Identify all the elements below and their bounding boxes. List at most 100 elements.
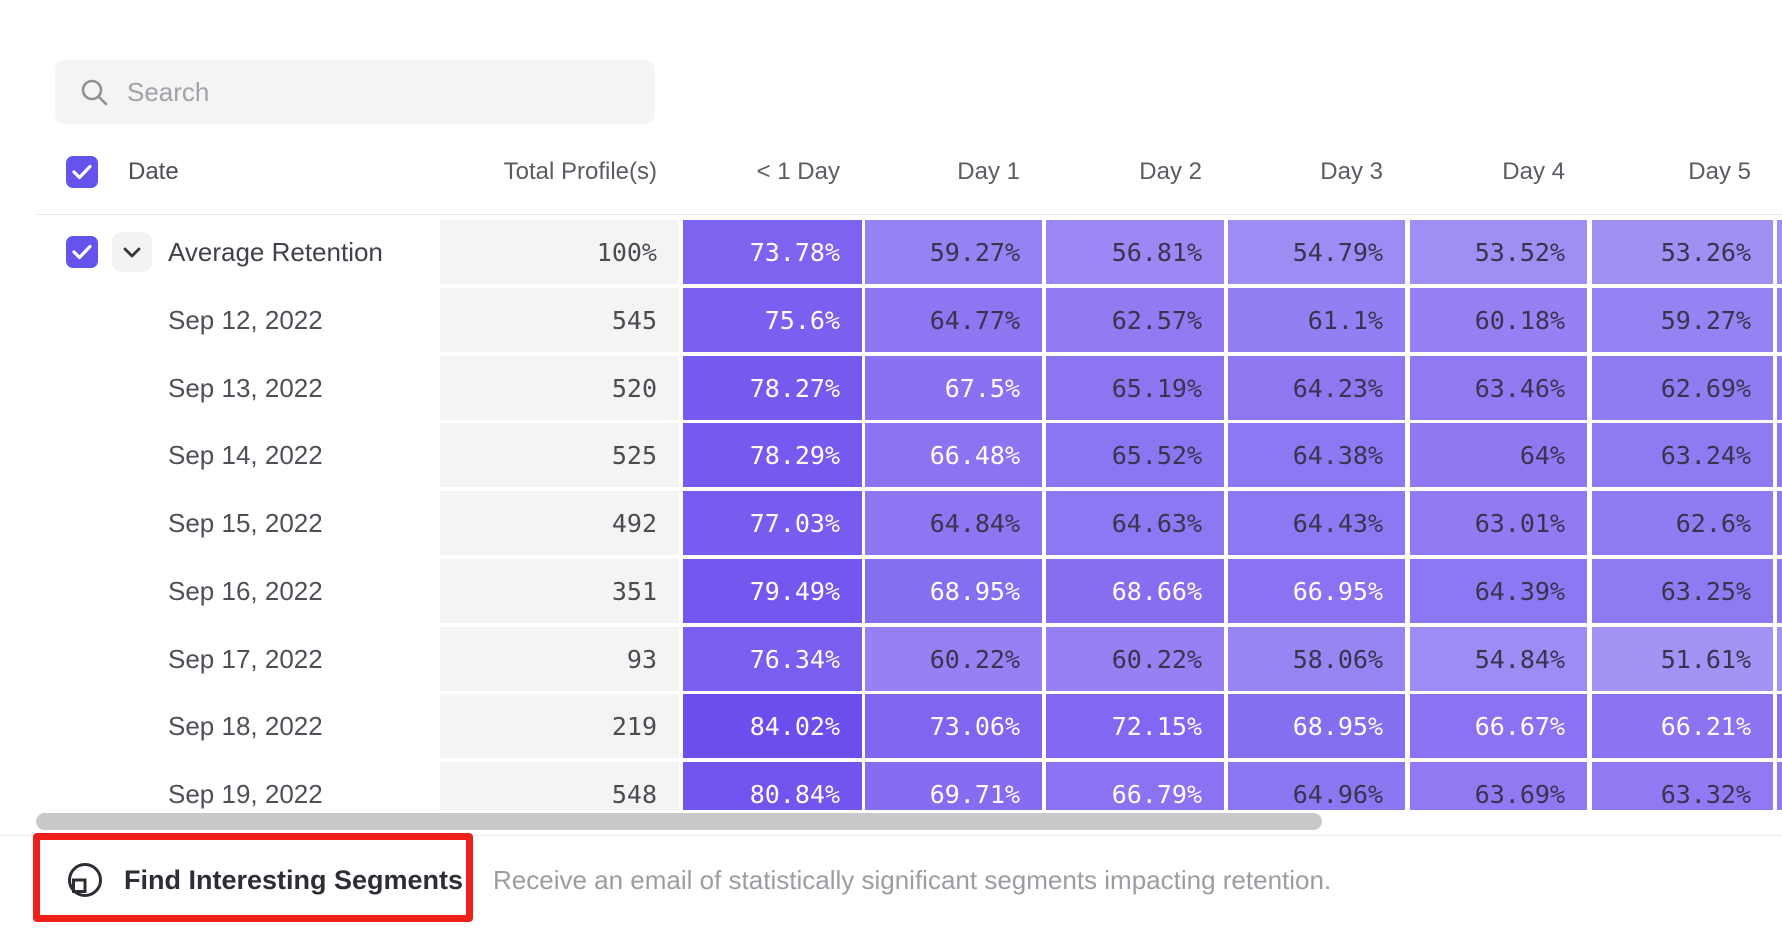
total-profiles-cell[interactable]: 548	[440, 762, 679, 810]
retention-cell[interactable]: 53.26%	[1592, 220, 1773, 284]
search-input[interactable]	[125, 75, 569, 109]
retention-cell[interactable]: 79.49%	[683, 559, 862, 623]
retention-cell[interactable]: 54.84%	[1410, 627, 1587, 691]
retention-cell[interactable]: 84.02%	[683, 694, 862, 758]
find-interesting-segments-button[interactable]: Find Interesting Segments	[66, 852, 463, 908]
footer-divider	[0, 835, 1782, 836]
row-label: Sep 17, 2022	[168, 643, 323, 674]
column-header-day: Day 4	[1502, 158, 1565, 185]
retention-cell[interactable]: 56.81%	[1046, 220, 1224, 284]
clipped-next-column-sliver	[1777, 559, 1782, 623]
retention-cell[interactable]: 64.63%	[1046, 491, 1224, 555]
retention-cell[interactable]: 59.27%	[1592, 288, 1773, 352]
row-label: Sep 12, 2022	[168, 304, 323, 335]
expand-collapse-chevron[interactable]	[112, 232, 152, 272]
horizontal-scrollbar-thumb[interactable]	[36, 813, 1322, 830]
retention-cell[interactable]: 64.39%	[1410, 559, 1587, 623]
retention-cell[interactable]: 59.27%	[865, 220, 1042, 284]
column-header-day: < 1 Day	[756, 158, 840, 185]
retention-cell[interactable]: 66.21%	[1592, 694, 1773, 758]
column-header-day: Day 5	[1688, 158, 1751, 185]
retention-cell[interactable]: 66.67%	[1410, 694, 1587, 758]
retention-cell[interactable]: 72.15%	[1046, 694, 1224, 758]
retention-cell[interactable]: 77.03%	[683, 491, 862, 555]
chevron-down-icon	[123, 247, 141, 257]
total-profiles-cell[interactable]: 93	[440, 627, 679, 691]
clipped-next-column-sliver	[1777, 288, 1782, 352]
retention-cell[interactable]: 60.22%	[1046, 627, 1224, 691]
retention-cell[interactable]: 63.46%	[1410, 356, 1587, 420]
retention-cell[interactable]: 75.6%	[683, 288, 862, 352]
search-icon	[81, 79, 108, 106]
retention-cell[interactable]: 63.01%	[1410, 491, 1587, 555]
retention-cell[interactable]: 68.95%	[865, 559, 1042, 623]
retention-cell[interactable]: 73.78%	[683, 220, 862, 284]
total-profiles-cell[interactable]: 520	[440, 356, 679, 420]
retention-cell[interactable]: 78.27%	[683, 356, 862, 420]
annotation-highlight-box	[33, 833, 473, 922]
total-profiles-cell[interactable]: 525	[440, 423, 679, 487]
row-label: Sep 18, 2022	[168, 710, 323, 741]
retention-cell[interactable]: 64.38%	[1228, 423, 1405, 487]
retention-cell[interactable]: 64.84%	[865, 491, 1042, 555]
retention-cell[interactable]: 80.84%	[683, 762, 862, 810]
retention-cell[interactable]: 60.18%	[1410, 288, 1587, 352]
row-label: Sep 14, 2022	[168, 439, 323, 470]
retention-cell[interactable]: 63.32%	[1592, 762, 1773, 810]
retention-cell[interactable]: 66.95%	[1228, 559, 1405, 623]
retention-cell[interactable]: 67.5%	[865, 356, 1042, 420]
header-divider	[36, 214, 1782, 215]
retention-cell[interactable]: 68.95%	[1228, 694, 1405, 758]
clipped-next-column-sliver	[1777, 356, 1782, 420]
clipped-next-column-sliver	[1777, 627, 1782, 691]
interesting-segments-icon	[68, 863, 102, 897]
row-label: Sep 15, 2022	[168, 507, 323, 538]
retention-cell[interactable]: 63.69%	[1410, 762, 1587, 810]
clipped-next-column-sliver	[1777, 220, 1782, 284]
retention-cell[interactable]: 63.24%	[1592, 423, 1773, 487]
retention-cell[interactable]: 53.52%	[1410, 220, 1587, 284]
clipped-next-column-sliver	[1777, 694, 1782, 758]
retention-cell[interactable]: 61.1%	[1228, 288, 1405, 352]
row-label: Sep 16, 2022	[168, 575, 323, 606]
retention-cell[interactable]: 69.71%	[865, 762, 1042, 810]
clipped-next-column-sliver	[1777, 762, 1782, 810]
retention-cell[interactable]: 68.66%	[1046, 559, 1224, 623]
retention-cell[interactable]: 65.19%	[1046, 356, 1224, 420]
total-profiles-cell[interactable]: 219	[440, 694, 679, 758]
total-profiles-cell[interactable]: 545	[440, 288, 679, 352]
retention-cell[interactable]: 65.52%	[1046, 423, 1224, 487]
retention-cell[interactable]: 64.96%	[1228, 762, 1405, 810]
retention-cell[interactable]: 66.48%	[865, 423, 1042, 487]
column-header-date: Date	[128, 158, 179, 185]
retention-cell[interactable]: 76.34%	[683, 627, 862, 691]
average-row-checkbox[interactable]	[66, 236, 98, 268]
retention-cell[interactable]: 78.29%	[683, 423, 862, 487]
total-profiles-cell[interactable]: 100%	[440, 220, 679, 284]
row-label: Sep 19, 2022	[168, 778, 323, 809]
column-header-day: Day 1	[957, 158, 1020, 185]
retention-cell[interactable]: 60.22%	[865, 627, 1042, 691]
row-label: Sep 13, 2022	[168, 372, 323, 403]
retention-cell[interactable]: 66.79%	[1046, 762, 1224, 810]
retention-cell[interactable]: 73.06%	[865, 694, 1042, 758]
retention-cell[interactable]: 64.43%	[1228, 491, 1405, 555]
retention-cell[interactable]: 64.77%	[865, 288, 1042, 352]
retention-cell[interactable]: 51.61%	[1592, 627, 1773, 691]
total-profiles-cell[interactable]: 351	[440, 559, 679, 623]
retention-cell[interactable]: 64%	[1410, 423, 1587, 487]
clipped-next-column-sliver	[1777, 491, 1782, 555]
total-profiles-cell[interactable]: 492	[440, 491, 679, 555]
retention-cell[interactable]: 63.25%	[1592, 559, 1773, 623]
retention-cell[interactable]: 54.79%	[1228, 220, 1405, 284]
retention-cell[interactable]: 58.06%	[1228, 627, 1405, 691]
row-label: Average Retention	[168, 236, 383, 267]
retention-cell[interactable]: 62.6%	[1592, 491, 1773, 555]
clipped-next-column-sliver	[1777, 423, 1782, 487]
retention-cell[interactable]: 62.57%	[1046, 288, 1224, 352]
search-bar[interactable]	[55, 60, 655, 124]
retention-cell[interactable]: 62.69%	[1592, 356, 1773, 420]
retention-cell[interactable]: 64.23%	[1228, 356, 1405, 420]
date-header-checkbox[interactable]	[66, 156, 98, 188]
